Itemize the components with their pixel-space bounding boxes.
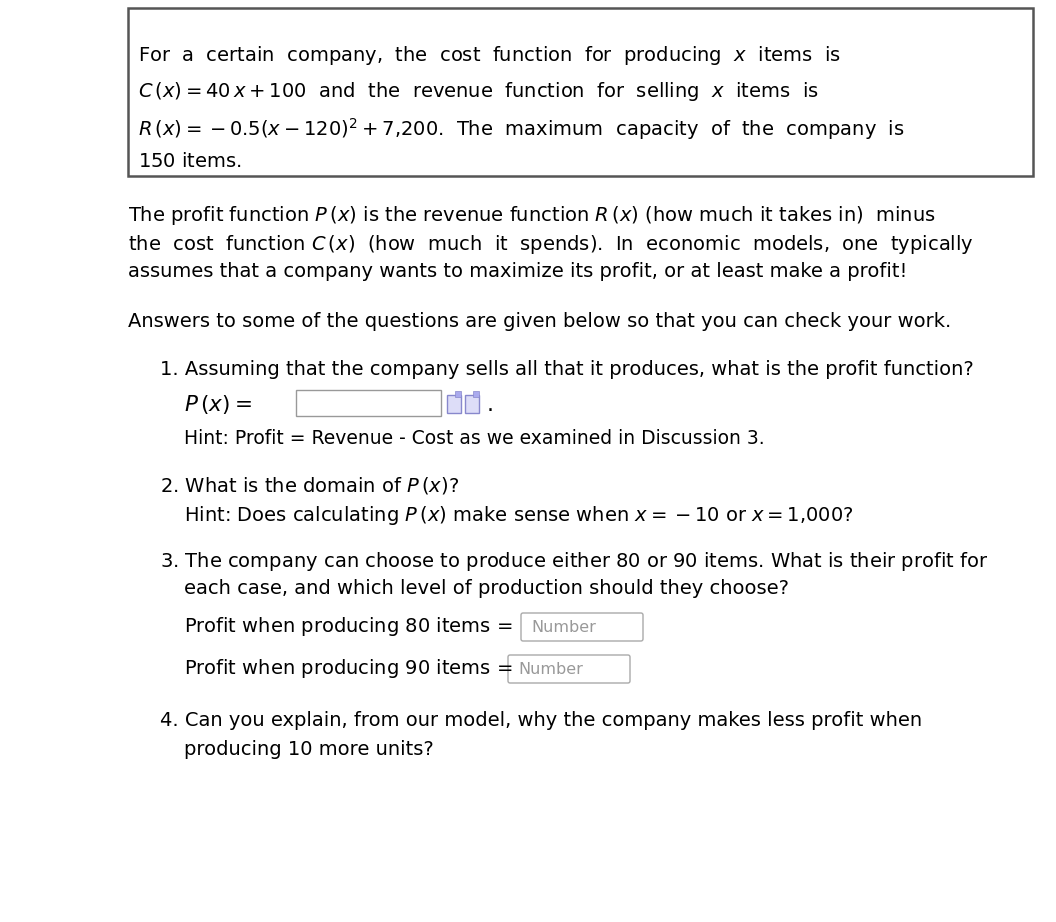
FancyBboxPatch shape <box>508 655 630 683</box>
Text: 1. Assuming that the company sells all that it produces, what is the profit func: 1. Assuming that the company sells all t… <box>161 360 974 379</box>
Text: each case, and which level of production should they choose?: each case, and which level of production… <box>184 579 789 598</box>
Text: 2. What is the domain of $P\,(x)$?: 2. What is the domain of $P\,(x)$? <box>161 475 459 496</box>
FancyBboxPatch shape <box>521 613 643 641</box>
Text: the  cost  function $C\,(x)$  (how  much  it  spends).  In  economic  models,  o: the cost function $C\,(x)$ (how much it … <box>128 233 974 256</box>
FancyBboxPatch shape <box>128 8 1033 176</box>
Text: Profit when producing $90$ items =: Profit when producing $90$ items = <box>184 657 514 680</box>
Text: The profit function $P\,(x)$ is the revenue function $R\,(x)$ (how much it takes: The profit function $P\,(x)$ is the reve… <box>128 204 936 227</box>
Text: For  a  certain  company,  the  cost  function  for  producing  $x$  items  is: For a certain company, the cost function… <box>138 44 841 67</box>
Text: assumes that a company wants to maximize its profit, or at least make a profit!: assumes that a company wants to maximize… <box>128 262 907 281</box>
FancyBboxPatch shape <box>455 391 461 397</box>
Text: 3. The company can choose to produce either $80$ or $90$ items. What is their pr: 3. The company can choose to produce eit… <box>161 550 988 573</box>
Text: Number: Number <box>518 662 583 677</box>
Text: $C\,(x) = 40\,x + 100$  and  the  revenue  function  for  selling  $x$  items  i: $C\,(x) = 40\,x + 100$ and the revenue f… <box>138 80 818 103</box>
Text: $R\,(x) = -0.5(x - 120)^2 + 7{,}200$.  The  maximum  capacity  of  the  company : $R\,(x) = -0.5(x - 120)^2 + 7{,}200$. Th… <box>138 116 905 142</box>
Text: 4. Can you explain, from our model, why the company makes less profit when: 4. Can you explain, from our model, why … <box>161 711 922 730</box>
Text: Profit when producing $80$ items =: Profit when producing $80$ items = <box>184 615 514 638</box>
Text: Hint: Profit = Revenue - Cost as we examined in Discussion 3.: Hint: Profit = Revenue - Cost as we exam… <box>184 429 765 448</box>
Text: Number: Number <box>531 620 596 635</box>
FancyBboxPatch shape <box>465 395 479 413</box>
Text: Answers to some of the questions are given below so that you can check your work: Answers to some of the questions are giv… <box>128 312 951 331</box>
FancyBboxPatch shape <box>447 395 461 413</box>
FancyBboxPatch shape <box>296 390 441 416</box>
FancyBboxPatch shape <box>473 391 479 397</box>
Text: .: . <box>487 395 494 415</box>
Text: $P\,(x) =$: $P\,(x) =$ <box>184 393 252 416</box>
Text: $150$ items.: $150$ items. <box>138 152 242 171</box>
Text: producing 10 more units?: producing 10 more units? <box>184 740 434 759</box>
Text: Hint: Does calculating $P\,(x)$ make sense when $x = -10$ or $x = 1{,}000$?: Hint: Does calculating $P\,(x)$ make sen… <box>184 504 853 527</box>
